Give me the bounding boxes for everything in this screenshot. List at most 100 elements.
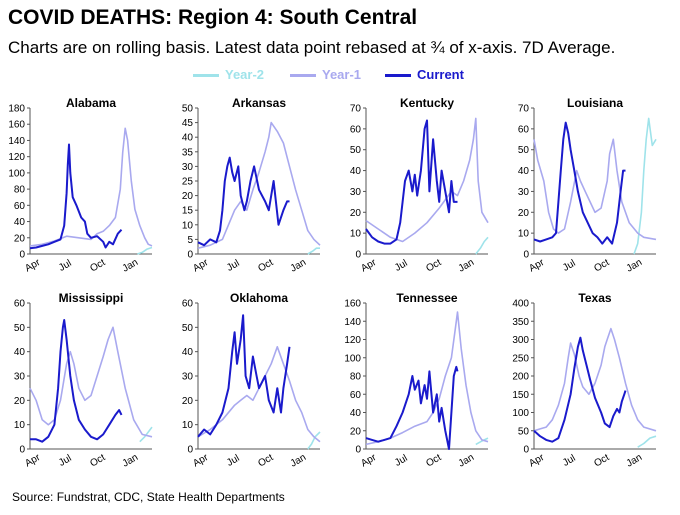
x-tick-label-tennessee-jan: Jan	[457, 452, 476, 470]
chart-title-arkansas: Arkansas	[232, 96, 286, 110]
series-year-1-mississippi	[29, 326, 153, 438]
y-tick-label-alabama-120: 120	[8, 152, 25, 163]
x-tick-label-oklahoma-apr: Apr	[191, 452, 211, 470]
chart-louisiana: Louisiana 0 10 20 30 40 50 60 70 Apr Jul Oct Jan	[518, 96, 657, 275]
y-tick-label-arkansas-35: 35	[182, 147, 194, 158]
series-year-2-alabama	[137, 246, 153, 255]
x-tick-label-alabama-jan: Jan	[121, 257, 140, 275]
chart-title-texas: Texas	[578, 291, 611, 305]
y-tick-label-louisiana-0: 0	[523, 250, 529, 261]
legend-swatch-current	[385, 74, 411, 77]
y-tick-label-kentucky-0: 0	[355, 250, 361, 261]
x-tick-label-louisiana-oct: Oct	[592, 257, 611, 274]
x-tick-label-kentucky-jul: Jul	[393, 258, 410, 274]
x-tick-label-louisiana-apr: Apr	[527, 257, 547, 275]
chart-arkansas: Arkansas 0 5 10 15 20 25 30 35 40 45 50 Apr Jul Oct Jan	[182, 96, 321, 275]
series-current-oklahoma	[197, 314, 291, 438]
y-tick-label-oklahoma-50: 50	[182, 323, 194, 334]
legend-swatch-year-2	[193, 74, 219, 77]
y-tick-label-kentucky-10: 10	[350, 229, 362, 240]
series-current-mississippi	[30, 319, 123, 443]
chart-tennessee: Tennessee 0 20 40 60 80 100 120 140 160 Apr Jul Oct J…	[344, 291, 489, 470]
x-tick-label-arkansas-jan: Jan	[289, 257, 308, 275]
y-tick-label-louisiana-30: 30	[518, 187, 530, 198]
x-tick-label-alabama-jul: Jul	[57, 258, 74, 274]
chart-title-oklahoma: Oklahoma	[230, 291, 288, 305]
chart-title-kentucky: Kentucky	[400, 96, 454, 110]
x-tick-label-arkansas-oct: Oct	[256, 257, 275, 274]
series-year-1-texas	[533, 327, 657, 432]
y-tick-label-alabama-0: 0	[19, 250, 25, 261]
y-tick-label-texas-400: 400	[512, 299, 529, 310]
series-current-tennessee	[365, 365, 459, 450]
series-year-1-arkansas	[197, 121, 321, 249]
y-tick-label-arkansas-45: 45	[182, 118, 194, 129]
y-tick-label-texas-350: 350	[512, 317, 529, 328]
y-tick-label-mississippi-20: 20	[14, 396, 26, 407]
y-tick-label-mississippi-50: 50	[14, 323, 26, 334]
y-tick-label-louisiana-60: 60	[518, 124, 530, 135]
x-tick-label-texas-oct: Oct	[592, 452, 611, 469]
x-tick-label-alabama-oct: Oct	[88, 257, 107, 274]
legend-swatch-year-1	[290, 74, 316, 77]
x-tick-label-tennessee-oct: Oct	[424, 452, 443, 469]
y-tick-label-texas-300: 300	[512, 335, 529, 346]
series-year-2-mississippi	[139, 426, 153, 443]
chart-title-louisiana: Louisiana	[567, 96, 623, 110]
series-current-alabama	[29, 143, 123, 250]
page-title: COVID DEATHS: Region 4: South Central	[8, 6, 418, 29]
x-tick-label-oklahoma-jul: Jul	[225, 453, 242, 469]
y-tick-label-kentucky-40: 40	[350, 166, 362, 177]
chart-title-alabama: Alabama	[66, 96, 116, 110]
y-tick-label-texas-200: 200	[512, 372, 529, 383]
y-tick-label-tennessee-100: 100	[344, 353, 361, 364]
series-current-arkansas	[197, 156, 290, 247]
y-tick-label-alabama-80: 80	[14, 185, 26, 196]
y-tick-label-texas-250: 250	[512, 353, 529, 364]
x-tick-label-tennessee-jul: Jul	[393, 453, 410, 469]
legend-label-year-2: Year-2	[225, 67, 265, 82]
x-tick-label-alabama-apr: Apr	[23, 257, 43, 275]
x-tick-label-oklahoma-jan: Jan	[289, 452, 308, 470]
x-tick-label-tennessee-apr: Apr	[359, 452, 379, 470]
chart-mississippi: Mississippi 0 10 20 30 40 50 60 Apr Jul Oct Jan	[14, 291, 153, 470]
y-tick-label-kentucky-70: 70	[350, 104, 362, 115]
x-tick-label-kentucky-oct: Oct	[424, 257, 443, 274]
series-year-1-tennessee	[365, 311, 489, 446]
y-tick-label-alabama-20: 20	[14, 233, 26, 244]
y-tick-label-louisiana-50: 50	[518, 145, 530, 156]
x-tick-label-kentucky-apr: Apr	[359, 257, 379, 275]
y-tick-label-louisiana-20: 20	[518, 208, 530, 219]
series-current-louisiana	[533, 121, 626, 245]
y-tick-label-tennessee-80: 80	[350, 372, 362, 383]
legend-label-current: Current	[417, 67, 464, 82]
x-tick-label-louisiana-jul: Jul	[561, 258, 578, 274]
y-tick-label-oklahoma-20: 20	[182, 396, 194, 407]
y-tick-label-texas-50: 50	[518, 426, 530, 437]
y-tick-label-kentucky-50: 50	[350, 145, 362, 156]
x-tick-label-mississippi-jan: Jan	[121, 452, 140, 470]
page-subtitle: Charts are on rolling basis. Latest data…	[8, 38, 616, 57]
x-tick-label-louisiana-jan: Jan	[625, 257, 644, 275]
y-tick-label-tennessee-120: 120	[344, 335, 361, 346]
legend: Year-2 Year-1 Current	[0, 66, 680, 84]
x-tick-label-mississippi-jul: Jul	[57, 453, 74, 469]
y-tick-label-tennessee-160: 160	[344, 299, 361, 310]
series-year-2-texas	[637, 435, 657, 448]
y-tick-label-tennessee-60: 60	[350, 390, 362, 401]
x-tick-label-oklahoma-oct: Oct	[256, 452, 275, 469]
x-tick-label-texas-apr: Apr	[527, 452, 547, 470]
y-tick-label-arkansas-30: 30	[182, 162, 194, 173]
y-tick-label-tennessee-140: 140	[344, 317, 361, 328]
x-tick-label-arkansas-jul: Jul	[225, 258, 242, 274]
y-tick-label-kentucky-30: 30	[350, 187, 362, 198]
y-tick-label-arkansas-50: 50	[182, 104, 194, 115]
y-tick-label-tennessee-0: 0	[355, 445, 361, 456]
y-tick-label-alabama-40: 40	[14, 217, 26, 228]
series-year-1-louisiana	[533, 138, 657, 241]
y-tick-label-oklahoma-40: 40	[182, 347, 194, 358]
x-tick-label-texas-jul: Jul	[561, 453, 578, 469]
chart-alabama: Alabama 0 20 40 60 80 100 120 140 160 180 Apr Jul Oct…	[8, 96, 153, 275]
y-tick-label-arkansas-10: 10	[182, 220, 194, 231]
